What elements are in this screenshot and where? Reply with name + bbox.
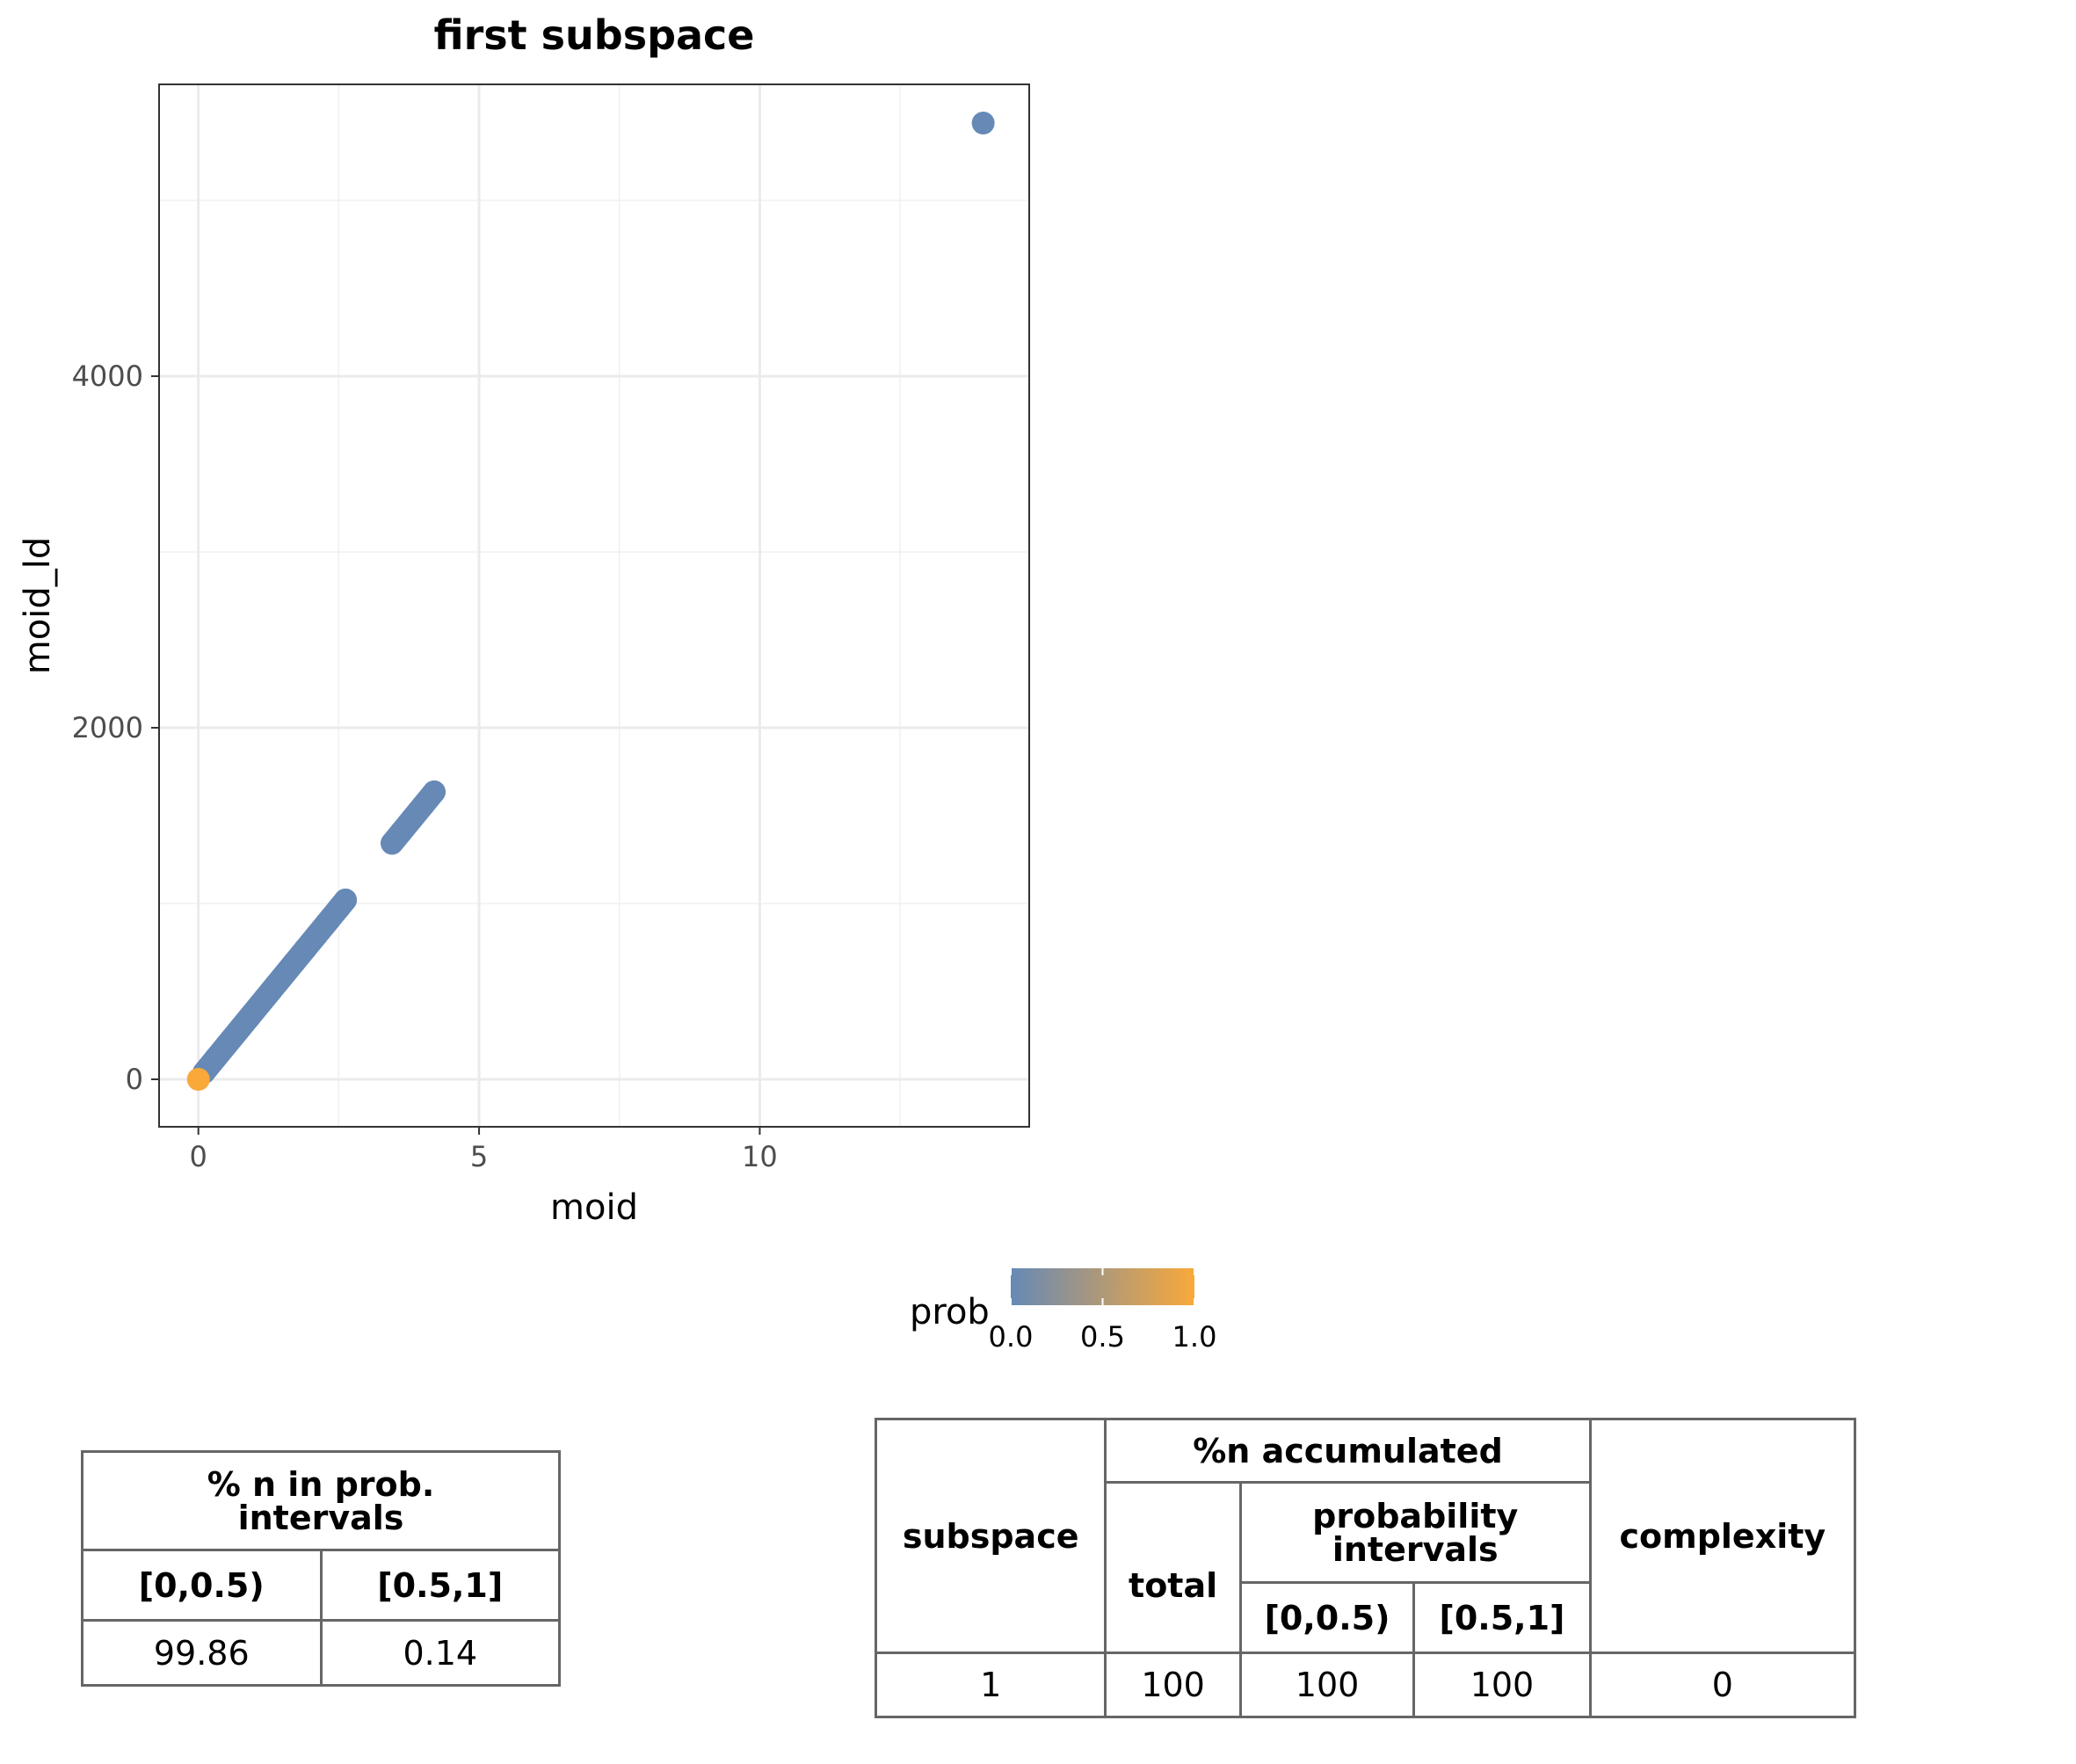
legend-tick-label: 1.0 xyxy=(1172,1320,1217,1354)
total-header: total xyxy=(1104,1481,1242,1654)
data-points xyxy=(186,112,995,1091)
x-tick-label: 0 xyxy=(190,1140,207,1173)
interval-high-value: 100 xyxy=(1412,1651,1592,1718)
prob-intervals-header-line1: % n in prob. xyxy=(207,1464,435,1504)
total-value: 100 xyxy=(1104,1651,1242,1718)
y-axis-ticks: 0 2000 4000 xyxy=(72,359,159,1096)
interval-low-value: 100 xyxy=(1238,1651,1416,1718)
data-point xyxy=(334,889,358,911)
data-point xyxy=(971,112,995,134)
y-tick-label: 0 xyxy=(126,1063,143,1096)
interval-high-header: [0.5,1] xyxy=(319,1549,561,1622)
y-axis-label: moid_ld xyxy=(18,537,58,674)
probability-intervals-header-line2: intervals xyxy=(1332,1529,1499,1569)
subspace-header: subspace xyxy=(874,1418,1107,1654)
y-tick-label: 2000 xyxy=(72,711,143,744)
accumulated-header: %n accumulated xyxy=(1104,1418,1592,1484)
x-tick-label: 5 xyxy=(470,1140,488,1173)
prob-intervals-header: % n in prob. intervals xyxy=(81,1450,561,1551)
legend-title: prob xyxy=(910,1292,990,1332)
interval-low-header: [0,0.5) xyxy=(1238,1581,1416,1654)
prob-intervals-table: % n in prob. intervals [0,0.5) [0.5,1] 9… xyxy=(81,1450,561,1687)
x-axis-label: moid xyxy=(550,1187,638,1228)
interval-low-value: 99.86 xyxy=(81,1619,323,1687)
complexity-header: complexity xyxy=(1588,1418,1857,1654)
interval-high-value: 0.14 xyxy=(319,1619,561,1687)
x-axis-ticks: 0 5 10 xyxy=(190,1127,778,1173)
legend-ticks: 0.0 0.5 1.0 xyxy=(989,1268,1217,1354)
probability-intervals-header: probability intervals xyxy=(1238,1481,1592,1584)
grid-major xyxy=(159,84,1029,1127)
subspace-value: 1 xyxy=(874,1651,1107,1718)
probability-intervals-header-line1: probability xyxy=(1312,1496,1519,1535)
prob-intervals-header-line2: intervals xyxy=(237,1498,404,1537)
complexity-value: 0 xyxy=(1588,1651,1857,1718)
interval-high-header: [0.5,1] xyxy=(1412,1581,1592,1654)
y-tick-label: 4000 xyxy=(72,359,143,393)
x-tick-label: 10 xyxy=(742,1140,778,1173)
chart-title: first subspace xyxy=(433,11,754,59)
data-point xyxy=(186,1068,210,1091)
data-point xyxy=(422,780,446,803)
interval-low-header: [0,0.5) xyxy=(81,1549,323,1622)
plot-panel-border xyxy=(158,83,1030,1128)
grid-minor xyxy=(159,84,1029,1127)
legend: prob 0.0 0.5 1.0 xyxy=(910,1268,1216,1354)
legend-tick-label: 0.5 xyxy=(1080,1320,1125,1354)
legend-tick-label: 0.0 xyxy=(989,1320,1034,1354)
accumulated-table: subspace %n accumulated complexity total… xyxy=(874,1418,1857,1718)
